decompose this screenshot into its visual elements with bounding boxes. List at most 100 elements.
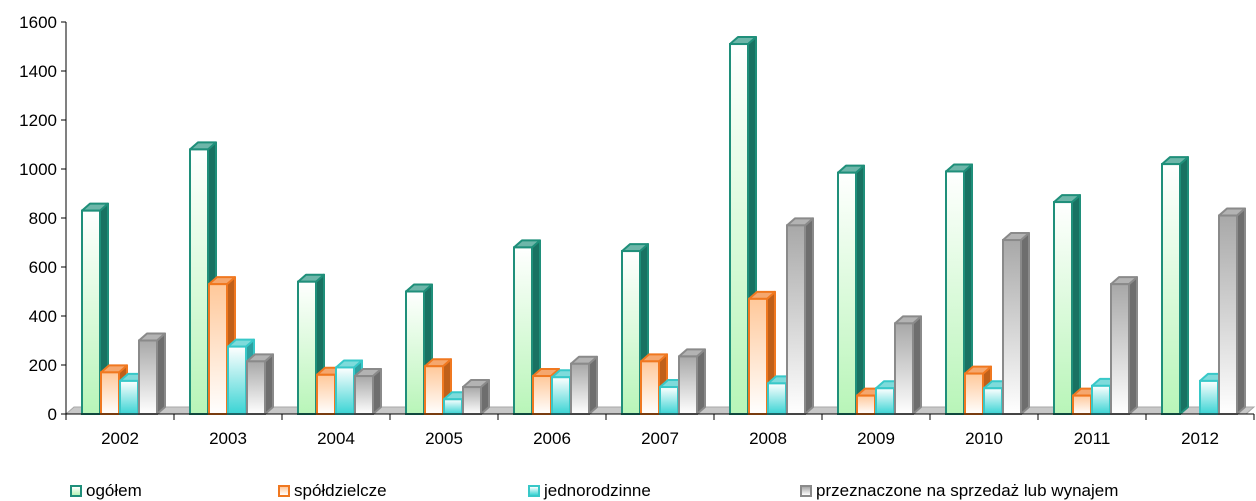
bar-front	[443, 398, 463, 415]
legend-label: jednorodzinne	[544, 481, 651, 500]
bar-side	[804, 217, 814, 415]
y-tick-label: 600	[29, 258, 57, 277]
bar-2006-series-4	[570, 355, 598, 415]
y-tick-label: 400	[29, 307, 57, 326]
bar-front	[856, 394, 876, 415]
bar-front	[964, 372, 984, 416]
x-tick-label: 2005	[425, 429, 463, 448]
bar-front	[659, 386, 679, 415]
y-tick-label: 1400	[19, 62, 57, 81]
bar-front	[570, 362, 590, 415]
legend-label: spółdzielcze	[294, 481, 387, 500]
y-tick-label: 1000	[19, 160, 57, 179]
x-tick-label: 2006	[533, 429, 571, 448]
bars-layer	[81, 36, 1246, 416]
bar-front	[767, 382, 787, 415]
bar-2004-series-4	[354, 368, 382, 415]
bar-front	[678, 355, 698, 415]
legend-item: przeznaczone na sprzedaż lub wynajem	[800, 481, 1118, 501]
legend-label: przeznaczone na sprzedaż lub wynajem	[816, 481, 1119, 500]
bar-front	[138, 339, 158, 415]
bar-2005-series-4	[462, 379, 490, 415]
legend-item: jednorodzinne	[528, 481, 651, 501]
legend-swatch	[70, 485, 82, 497]
bar-2007-series-4	[678, 348, 706, 415]
legend-label: ogółem	[86, 481, 142, 500]
bar-side	[1179, 156, 1189, 415]
x-tick-label: 2011	[1074, 429, 1111, 448]
bar-2010-series-2	[964, 365, 992, 416]
bar-side	[1128, 276, 1138, 415]
bar-2002-series-4	[138, 332, 166, 415]
legend-item: ogółem	[70, 481, 142, 501]
legend-swatch	[278, 485, 290, 497]
bar-front	[297, 280, 317, 416]
bar-front	[894, 322, 914, 416]
bar-front	[513, 246, 533, 415]
bar-side	[696, 348, 706, 415]
bar-2006-series-1	[513, 239, 541, 415]
bar-front	[945, 170, 965, 415]
axes: 0 200 400 600 800 1000 1200 1400 1600 2002 2003 200…	[19, 13, 1255, 448]
x-tick-label: 2008	[749, 429, 787, 448]
bar-2010-series-1	[945, 163, 973, 415]
bar-2011-series-1	[1053, 194, 1081, 415]
bar-side	[588, 355, 598, 415]
bar-front	[1072, 394, 1092, 415]
x-tick-label: 2012	[1181, 429, 1219, 448]
x-tick-label: 2004	[317, 429, 355, 448]
bar-front	[1161, 163, 1181, 415]
bar-front	[100, 371, 120, 416]
bar-side	[912, 315, 922, 415]
legend-item: spółdzielcze	[278, 481, 387, 501]
x-tick-label: 2003	[209, 429, 247, 448]
bar-front	[189, 148, 209, 415]
bar-front	[1218, 214, 1238, 415]
bar-front	[1091, 384, 1111, 416]
bar-2011-series-4	[1110, 276, 1138, 415]
bar-front	[983, 387, 1003, 415]
y-tick-label: 200	[29, 356, 57, 375]
bar-front	[119, 379, 139, 415]
bar-front	[532, 375, 552, 415]
x-tick-label: 2010	[965, 429, 1003, 448]
bar-front	[875, 387, 895, 415]
bar-side	[1071, 194, 1081, 415]
bar-2012-series-1	[1161, 156, 1189, 415]
bar-front	[551, 376, 571, 415]
y-tick-label: 0	[48, 405, 57, 424]
bar-front	[1110, 283, 1130, 415]
bar-front	[1002, 239, 1022, 415]
bar-front	[335, 366, 355, 416]
bar-front	[729, 43, 749, 416]
bar-side	[264, 353, 274, 415]
y-tick-label: 1600	[19, 13, 57, 32]
bar-front	[405, 290, 425, 415]
bar-front	[748, 297, 768, 416]
legend-swatch	[800, 485, 812, 497]
x-tick-label: 2002	[101, 429, 139, 448]
bar-front	[462, 386, 482, 415]
bar-front	[640, 360, 660, 416]
bar-side	[1020, 232, 1030, 415]
legend-swatch	[528, 485, 540, 497]
bar-front	[621, 250, 641, 415]
bar-front	[1199, 379, 1219, 415]
x-tick-label: 2009	[857, 429, 895, 448]
bar-2009-series-1	[837, 164, 865, 415]
legend: ogółem spółdzielcze jednorodzinne przeznacz…	[0, 481, 1256, 501]
bar-2003-series-1	[189, 141, 217, 415]
bar-front	[354, 375, 374, 415]
bar-2003-series-4	[246, 353, 274, 416]
chart-plot: 0 200 400 600 800 1000 1200 1400 1600 2002 2003 200…	[19, 13, 1256, 448]
bar-front	[227, 345, 247, 415]
bar-2008-series-4	[786, 217, 814, 415]
y-tick-label: 1200	[19, 111, 57, 130]
y-tick-label: 800	[29, 209, 57, 228]
x-tick-label: 2007	[641, 429, 679, 448]
bar-front	[786, 224, 806, 415]
bar-front	[246, 360, 266, 416]
bar-front	[424, 365, 444, 416]
bar-front	[208, 283, 228, 415]
